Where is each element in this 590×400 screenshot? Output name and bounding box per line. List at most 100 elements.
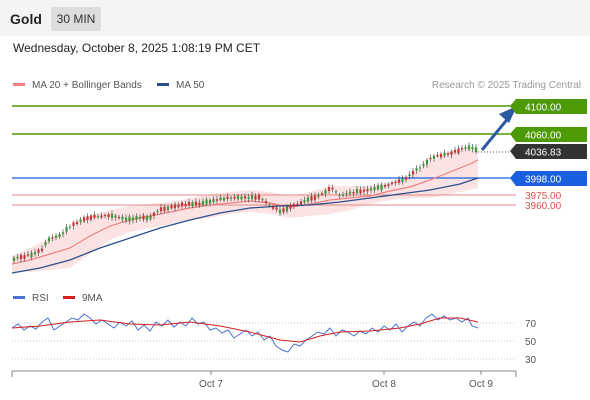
candle-body <box>240 196 243 200</box>
candle-body <box>422 164 425 167</box>
candle-body <box>348 191 352 194</box>
candle-body <box>219 197 222 201</box>
ma50-swatch <box>157 82 169 86</box>
pivot-tag-point <box>510 171 516 186</box>
candlestick-series <box>12 142 478 264</box>
interval-button[interactable]: 30 MIN <box>51 7 101 31</box>
candle-body <box>394 181 397 184</box>
candle-body <box>271 206 275 209</box>
rsi-ma-line <box>11 317 479 343</box>
candle-body <box>142 215 145 220</box>
candle-body <box>201 201 205 205</box>
candle-body <box>61 232 65 234</box>
candle-body <box>68 226 72 228</box>
candle-body <box>23 255 26 259</box>
candle-body <box>327 187 331 191</box>
candle-body <box>268 204 271 206</box>
candle-body <box>187 202 191 206</box>
candle-body <box>79 219 82 223</box>
candle-body <box>96 216 100 218</box>
candle-body <box>369 188 373 191</box>
candle-body <box>152 212 156 216</box>
last-price-label: 4036.83 <box>525 148 562 159</box>
candle-body <box>229 197 233 199</box>
candle-body <box>100 215 103 218</box>
candle-body <box>89 215 93 220</box>
candle-body <box>362 189 366 192</box>
candle-body <box>299 201 303 205</box>
forecast-arrow-shaft <box>480 115 512 151</box>
candle-body <box>397 179 401 183</box>
pivot-tag <box>516 171 587 186</box>
candle-body <box>436 155 439 157</box>
x-label-oct8: Oct 8 <box>372 379 396 390</box>
candle-body <box>310 196 313 201</box>
last-price-tag <box>516 144 587 159</box>
rsi-line <box>11 313 479 353</box>
candle-body <box>467 145 471 150</box>
candle-body <box>285 206 289 212</box>
candle-body <box>173 204 177 209</box>
candle-body <box>107 214 110 217</box>
candle-body <box>429 157 432 160</box>
candle-body <box>359 189 362 194</box>
candle-body <box>37 249 40 253</box>
candle-body <box>159 207 163 212</box>
candle-body <box>257 194 261 200</box>
ma9-label: 9MA <box>82 293 103 304</box>
candle-body <box>156 210 159 212</box>
candle-body <box>380 184 383 190</box>
legend-ma50: MA 50 <box>157 80 204 91</box>
candle-body <box>313 195 317 200</box>
candle-body <box>33 252 37 255</box>
candle-body <box>243 196 247 199</box>
candle-body <box>261 199 264 201</box>
candle-body <box>117 216 121 219</box>
target2-label: 4100.00 <box>525 103 562 114</box>
candle-body <box>180 202 184 207</box>
candle-body <box>401 178 404 183</box>
ma20-swatch <box>13 82 25 86</box>
candle-body <box>341 194 345 196</box>
candle-body <box>131 217 135 221</box>
candle-body <box>75 221 79 225</box>
support1-label: 3975.00 <box>525 191 562 202</box>
x-label-oct9: Oct 9 <box>469 379 493 390</box>
credit-text: Research © 2025 Trading Central <box>431 80 581 91</box>
candle-body <box>19 254 23 260</box>
candle-body <box>166 206 170 210</box>
candle-body <box>215 199 219 201</box>
candle-body <box>149 215 152 220</box>
candle-body <box>415 168 418 171</box>
target2-tag-point <box>510 99 516 114</box>
candle-body <box>26 254 30 256</box>
ma50-line <box>11 177 479 274</box>
forecast-arrow-head <box>499 106 517 123</box>
candle-body <box>376 185 380 190</box>
rsi-label: RSI <box>32 293 49 304</box>
candle-body <box>404 176 408 180</box>
candle-body <box>331 187 334 190</box>
candle-body <box>44 242 47 246</box>
candle-body <box>51 237 54 239</box>
candle-body <box>292 203 296 207</box>
candle-body <box>250 195 254 200</box>
candle-body <box>296 203 299 205</box>
candle-body <box>289 204 292 209</box>
candle-body <box>212 198 215 203</box>
chart-datetime: Wednesday, October 8, 2025 1:08:19 PM CE… <box>13 41 261 55</box>
candle-body <box>47 237 51 242</box>
candle-body <box>460 148 464 150</box>
candle-body <box>54 235 58 238</box>
candle-body <box>324 190 327 194</box>
candle-body <box>345 193 348 195</box>
candle-body <box>275 207 278 210</box>
legend-rsi: RSI <box>13 293 49 304</box>
candle-body <box>72 222 75 227</box>
candle-body <box>135 216 138 220</box>
last-price-tag-point <box>510 144 516 159</box>
candle-body <box>198 202 201 205</box>
candle-body <box>82 217 86 222</box>
legend-9ma: 9MA <box>63 293 103 304</box>
